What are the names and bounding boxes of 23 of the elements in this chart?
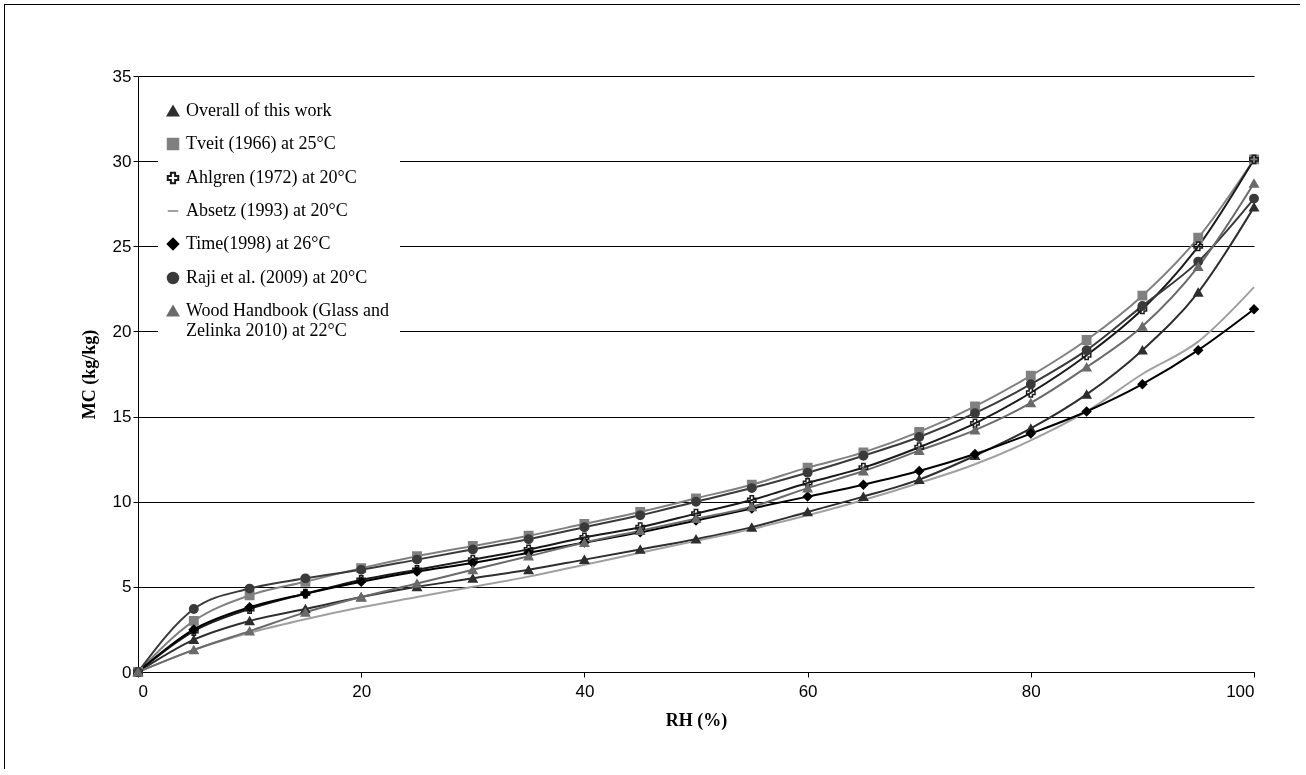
legend-label: Raji et al. (2009) at 20°C xyxy=(186,267,368,288)
legend-label: Tveit (1966) at 25°C xyxy=(186,133,336,154)
y-axis-title: MC (kg/kg) xyxy=(78,329,100,420)
y-tick-label: 30 xyxy=(112,151,132,171)
legend-label: Overall of this work xyxy=(186,100,332,120)
x-tick-label: 20 xyxy=(352,681,372,701)
y-tick-label: 25 xyxy=(112,236,132,256)
x-tick-label: 60 xyxy=(798,681,818,701)
x-tick-label: 40 xyxy=(575,681,595,701)
legend-label: Absetz (1993) at 20°C xyxy=(186,200,348,221)
y-tick-label: 5 xyxy=(122,577,132,597)
y-tick-label: 20 xyxy=(112,321,132,341)
y-tick-label: 15 xyxy=(112,407,132,427)
y-tick-label: 0 xyxy=(122,662,132,682)
x-tick-label: 0 xyxy=(138,681,148,701)
x-tick-label: 80 xyxy=(1021,681,1041,701)
y-tick-label: 35 xyxy=(112,66,132,86)
legend-label: Time(1998) at 26°C xyxy=(186,233,331,254)
legend-label: Ahlgren (1972) at 20°C xyxy=(186,167,357,188)
y-tick-label: 10 xyxy=(112,492,132,512)
x-tick-label: 100 xyxy=(1226,681,1255,701)
x-axis-title: RH (%) xyxy=(665,709,728,731)
legend-label: Wood Handbook (Glass and Zelinka 2010) at 22°C xyxy=(186,300,390,341)
